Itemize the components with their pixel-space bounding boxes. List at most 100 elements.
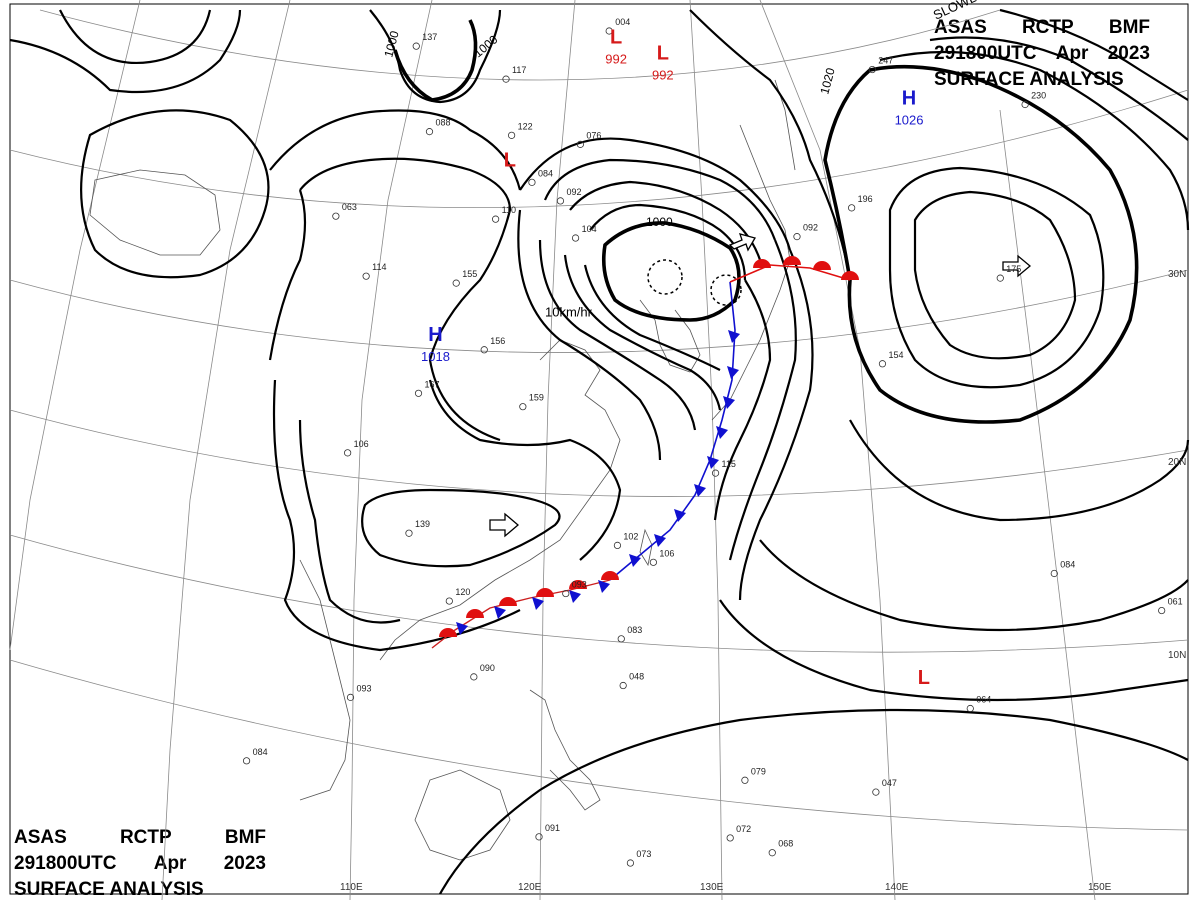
isobar [300,159,510,440]
station-circle-icon [503,76,509,82]
sakhalin-coast [775,80,795,170]
station-circle-icon [471,674,477,680]
station-pressure: 092 [566,187,581,197]
low-pressure-center: L [610,27,622,49]
isobar [850,420,1188,520]
meridian-140e [760,0,895,900]
station-circle-icon [727,835,733,841]
station-circle-icon [426,128,432,134]
station-circle-icon [453,280,459,286]
station-circle-icon [446,598,452,604]
parallel-20n [10,410,1188,497]
station-pressure: 155 [462,269,477,279]
isobar [760,540,1188,630]
station-pressure: 076 [586,130,601,140]
station-pressure: 154 [888,350,903,360]
station-pressure: 104 [582,224,597,234]
warm-front-symbol [753,259,771,268]
isobar [430,380,620,560]
station-circle-icon [406,530,412,536]
station-pressure: 159 [529,393,544,403]
isobar-label: 1020 [817,66,838,96]
station-circle-icon [529,179,535,185]
station-pressure: 004 [615,17,630,27]
low-pressure-center: L [657,42,669,64]
warm-front-symbol [499,597,517,606]
longitude-label: 150E [1088,882,1112,893]
motion-speed-label: 10km/hr [545,305,593,320]
station-pressure: 122 [518,121,533,131]
center-pressure-value: 992 [605,52,627,67]
station-pressure: 120 [455,587,470,597]
longitude-label: 130E [700,882,724,893]
station-pressure: 088 [435,118,450,128]
station-circle-icon [742,777,748,783]
station-pressure: 061 [1168,597,1183,607]
station-pressure: 102 [623,531,638,541]
cold-front-symbol [569,590,581,603]
meridian-130e [690,0,722,900]
philippines-coast [530,690,600,810]
isobar [520,139,790,250]
latitude-label: 10N [1168,650,1186,661]
station-pressure: 063 [342,202,357,212]
station-circle-icon [557,198,563,204]
motion-speed-label: SLOWLY [931,0,986,23]
station-circle-icon [650,559,656,565]
coordinate-labels: 30N 20N 10N 110E 120E 130E 140E 150E [340,269,1186,893]
station-circle-icon [618,636,624,642]
isobar [270,110,520,190]
station-pressure: 115 [722,459,736,469]
front-symbols [439,256,859,637]
station-pressure: 068 [778,839,793,849]
station-circle-icon [769,850,775,856]
station-circle-icon [415,390,421,396]
low-circle-dashed [648,260,682,294]
isobar [915,192,1075,358]
isobar-label: 1000 [381,29,402,59]
center-pressure-value: 1026 [895,112,924,127]
high-pressure-center: H [428,324,442,346]
station-circle-icon [1158,607,1164,613]
warm-front-symbol [783,256,801,265]
longitude-label: 120E [518,882,542,893]
station-pressure: 139 [415,519,430,529]
motion-arrow-icon [730,234,755,250]
station-pressure: 072 [736,824,751,834]
station-pressure: 090 [480,663,495,673]
station-pressure: 093 [356,683,371,693]
station-pressure: 047 [882,778,897,788]
station-circle-icon [794,233,800,239]
station-circle-icon [508,132,514,138]
isobar [890,168,1103,387]
station-pressure: 175 [1006,264,1021,274]
low-pressure-center: L [918,667,930,689]
isobar [274,380,520,650]
station-pressure: 092 [803,223,818,233]
station-circle-icon [879,361,885,367]
high-pressure-center: H [902,87,916,109]
station-circle-icon [344,450,350,456]
longitude-label: 140E [885,882,909,893]
station-pressure: 084 [538,168,553,178]
caspian-like-coast [90,170,220,255]
parallel-0 [10,660,1188,830]
warm-front-symbol [601,571,619,580]
station-circle-icon [614,542,620,548]
station-circle-icon [620,682,626,688]
warm-front-line [730,265,850,282]
latitude-label: 20N [1168,457,1186,468]
station-circle-icon [997,275,1003,281]
station-pressure: 079 [751,766,766,776]
indochina-coast [300,560,350,800]
station-circle-icon [967,705,973,711]
borneo-coast [415,770,510,860]
station-pressure: 084 [1060,559,1075,569]
station-pressure: 117 [512,65,526,75]
low-pressure-center: L [504,150,516,172]
station-circle-icon [413,43,419,49]
station-circle-icon [243,758,249,764]
warm-front-symbol [841,271,859,280]
station-pressure: 048 [629,672,644,682]
isobar-label: 1000 [646,215,673,229]
